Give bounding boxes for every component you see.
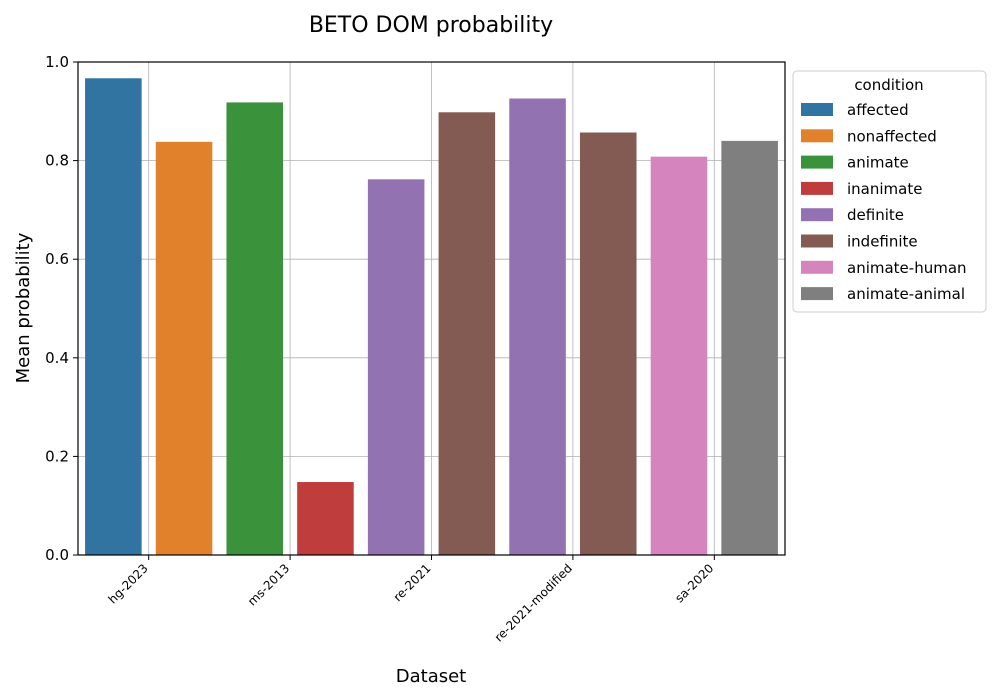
legend-swatch-animate-human: [801, 260, 833, 274]
legend-label-affected: affected: [847, 101, 909, 119]
legend-title: condition: [854, 76, 923, 94]
y-tick-label: 1.0: [45, 53, 69, 71]
x-tick-label: re-2021-modified: [492, 561, 575, 644]
legend-swatch-inanimate: [801, 181, 833, 195]
bar-re-2021-modified-indefinite: [579, 132, 637, 555]
legend-swatch-affected: [801, 103, 833, 116]
chart-title: BETO DOM probability: [309, 13, 553, 38]
bar-ms-2013-inanimate: [297, 482, 354, 555]
legend-label-nonaffected: nonaffected: [847, 127, 937, 145]
y-tick-label: 0.8: [45, 152, 69, 170]
bar-re-2021-definite: [367, 179, 425, 556]
legend-swatch-definite: [801, 208, 833, 222]
y-axis-title: Mean probability: [13, 232, 34, 383]
x-tick-label: hg-2023: [106, 561, 151, 606]
y-tick-label: 0.2: [45, 447, 69, 465]
x-tick-label: re-2021: [391, 561, 434, 604]
legend-label-indefinite: indefinite: [847, 233, 918, 251]
y-tick-label: 0.0: [45, 546, 69, 564]
legend-swatch-animate: [801, 155, 833, 169]
legend-frame: [792, 70, 987, 313]
bar-ms-2013-animate: [226, 102, 284, 556]
legend-label-definite: definite: [847, 206, 904, 224]
x-axis-title: Dataset: [396, 666, 467, 687]
legend-swatch-indefinite: [801, 234, 833, 248]
y-tick-label: 0.4: [45, 349, 69, 367]
bar-re-2021-modified-definite: [509, 98, 566, 556]
legend-items: affected nonaffected animate inanimate defin…: [801, 101, 967, 303]
legend-label-animate-animal: animate-animal: [847, 285, 965, 303]
y-axis: 0.0 0.2 0.4 0.6 0.8 1.0: [45, 53, 78, 564]
x-tick-label: sa-2020: [672, 561, 716, 605]
y-tick-label: 0.6: [45, 250, 69, 268]
bar-hg-2023-nonaffected: [155, 141, 213, 555]
legend-label-animate-human: animate-human: [847, 259, 967, 277]
legend-label-animate: animate: [847, 154, 909, 172]
bar-sa-2020-animate-animal: [721, 140, 778, 555]
x-axis: hg-2023 ms-2013 re-2021 re-2021-modified sa-…: [106, 555, 716, 645]
bar-sa-2020-animate-human: [650, 156, 708, 555]
bar-re-2021-indefinite: [438, 112, 496, 555]
legend: condition affected nonaffected animate inan…: [792, 70, 987, 313]
x-tick-label: ms-2013: [245, 561, 292, 608]
bar-hg-2023-affected: [85, 78, 142, 556]
bars: [85, 78, 778, 556]
legend-swatch-nonaffected: [801, 129, 833, 143]
legend-swatch-animate-animal: [801, 287, 833, 301]
legend-label-inanimate: inanimate: [847, 180, 922, 198]
